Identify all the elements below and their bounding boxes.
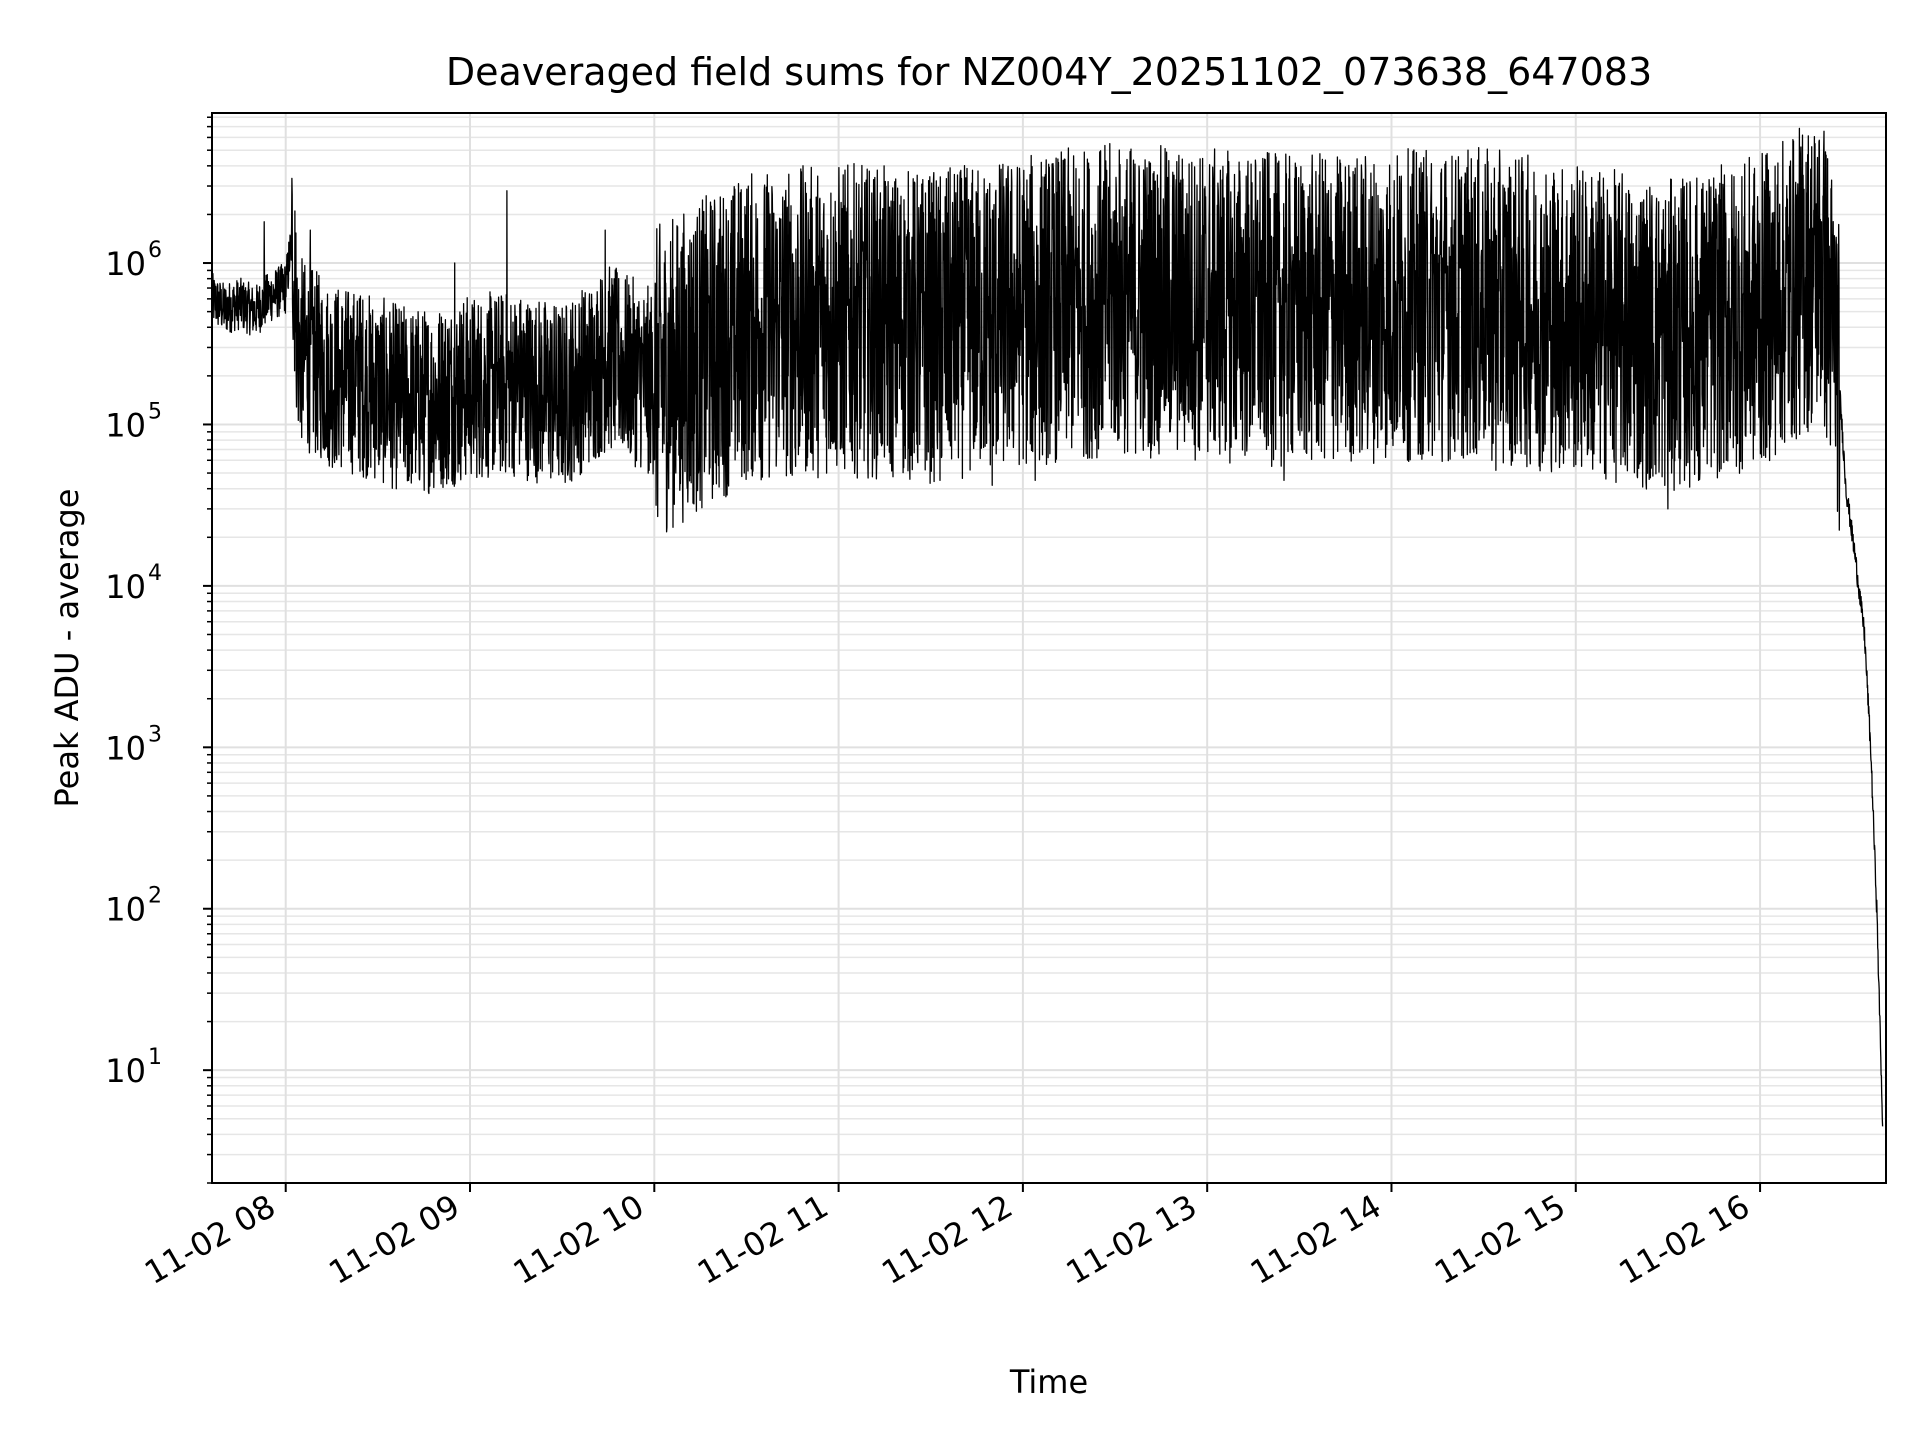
axis-ticks <box>203 116 1762 1192</box>
series-layer <box>211 127 1884 1127</box>
y-tick-label: 10 <box>105 729 146 767</box>
y-tick-label: 10 <box>105 245 146 283</box>
plot-frame <box>211 112 1887 1184</box>
y-tick-label: 10 <box>105 891 146 929</box>
y-tick-label: 10 <box>105 406 146 444</box>
y-tick-exponent: 2 <box>148 884 162 909</box>
y-tick-exponent: 3 <box>148 722 162 747</box>
chart-title: Deaveraged field sums for NZ004Y_2025110… <box>446 50 1652 94</box>
y-axis-label: Peak ADU - average <box>48 489 86 808</box>
y-tick-exponent: 1 <box>148 1045 162 1070</box>
y-tick-label: 10 <box>105 568 146 606</box>
y-tick-exponent: 4 <box>148 561 162 586</box>
y-tick-exponent: 5 <box>148 399 162 424</box>
series-line <box>211 127 1884 1127</box>
x-axis-label: Time <box>1009 1363 1088 1401</box>
y-tick-label: 10 <box>105 1052 146 1090</box>
y-tick-exponent: 6 <box>148 238 162 263</box>
